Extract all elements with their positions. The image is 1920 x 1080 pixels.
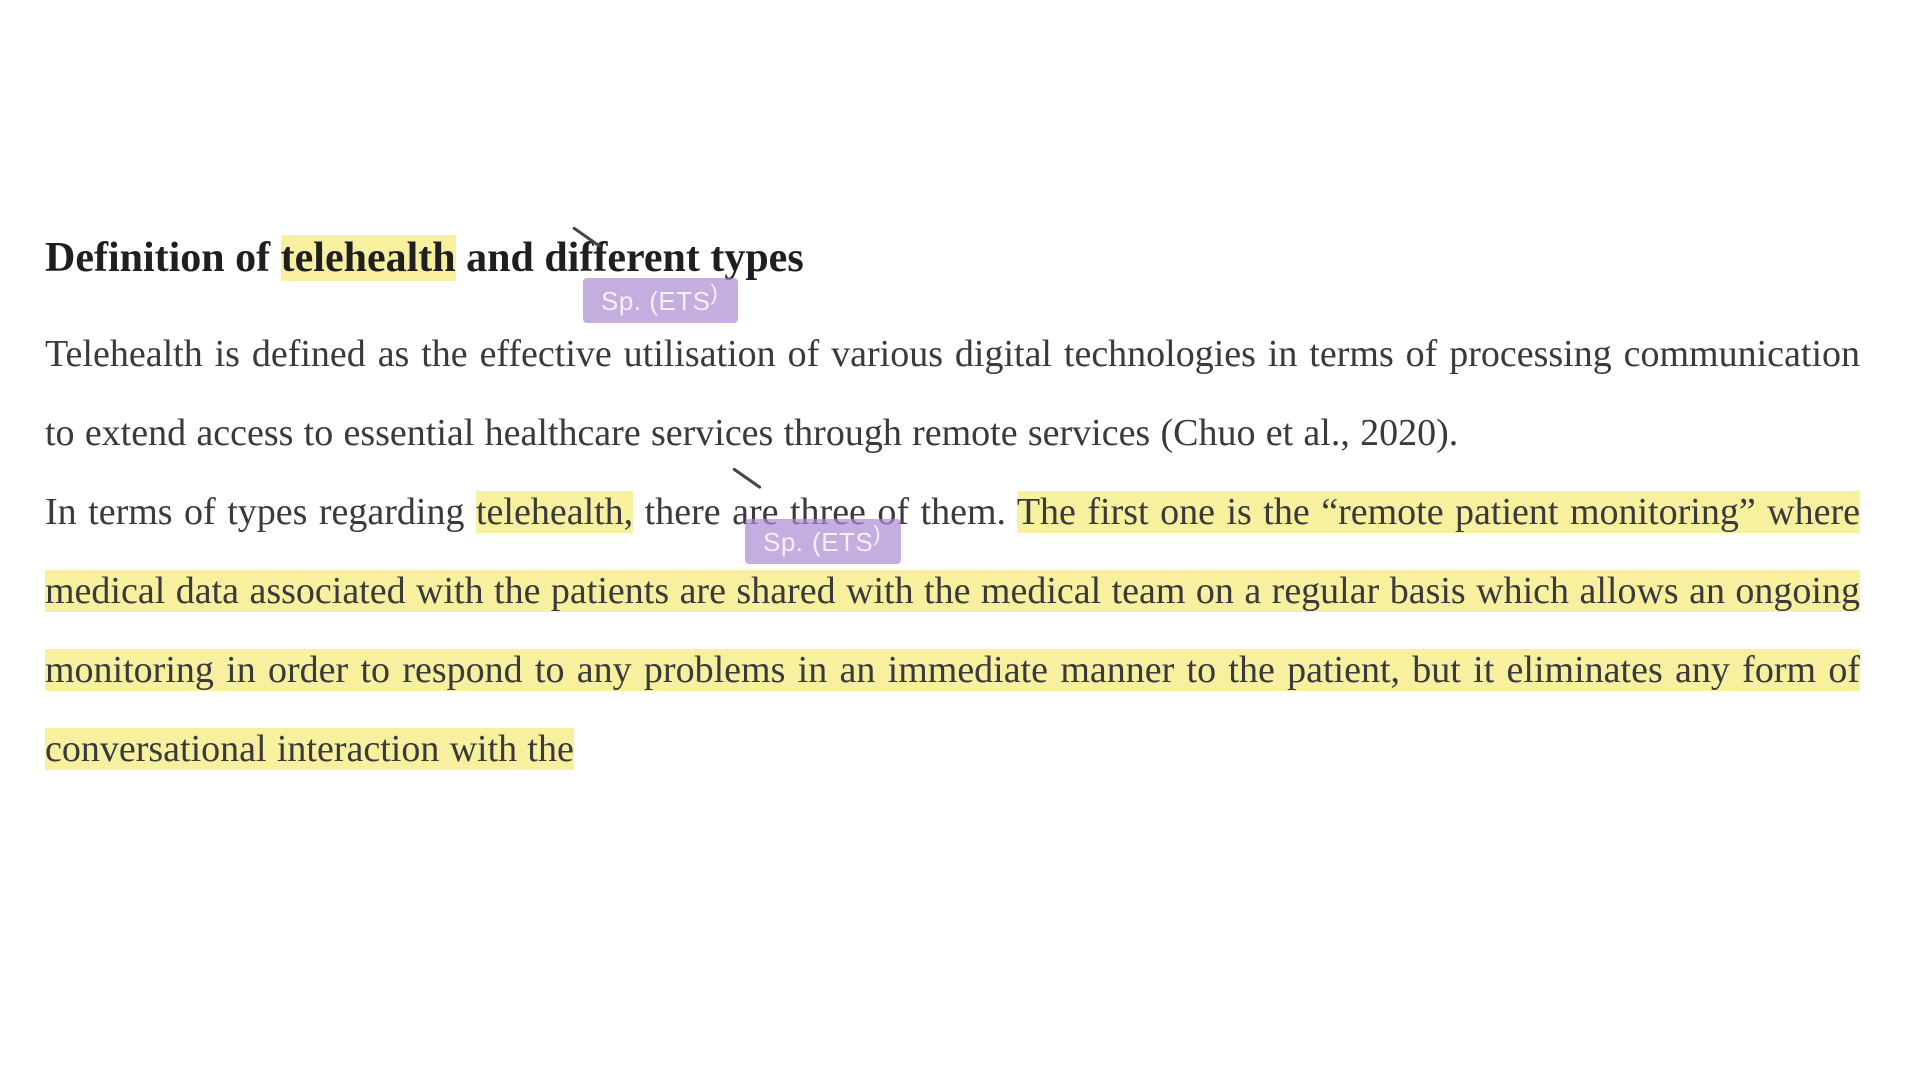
paragraph-definition: Telehealth is defined as the effective u…: [45, 315, 1860, 473]
section-heading: Definition of telehealth and different t…: [45, 230, 1860, 287]
badge-paren-close: ): [711, 280, 719, 305]
paragraph-types: In terms of types regarding telehealth, …: [45, 473, 1860, 789]
proof-badge-sp-ets[interactable]: Sp. (ETS): [745, 519, 901, 564]
badge-inner: ETS: [658, 286, 710, 316]
heading-pre: Definition of: [45, 235, 281, 281]
badge-paren-close: ): [873, 521, 881, 546]
badge-inner: ETS: [821, 527, 873, 557]
badge-text-main: Sp.: [763, 527, 812, 557]
para2-highlight-telehealth: telehealth,: [476, 491, 633, 533]
para2-pre: In terms of types regarding: [45, 491, 476, 533]
badge-paren-open: (: [812, 527, 821, 557]
badge-text-main: Sp.: [601, 286, 649, 316]
heading-highlight-telehealth: telehealth: [281, 235, 456, 281]
heading-post: and different types: [456, 235, 804, 281]
